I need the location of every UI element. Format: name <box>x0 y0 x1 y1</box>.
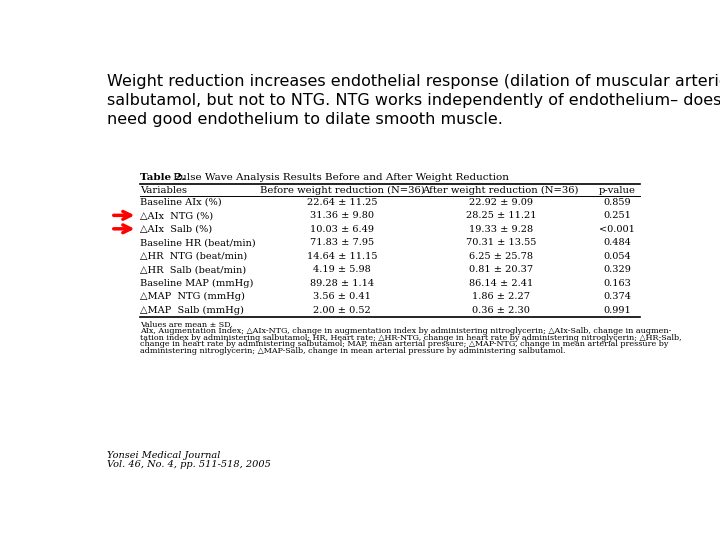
Text: △HR  NTG (beat/min): △HR NTG (beat/min) <box>140 252 248 261</box>
Text: 0.859: 0.859 <box>603 198 631 207</box>
Text: Variables: Variables <box>140 186 187 195</box>
Text: Values are mean ± SD.: Values are mean ± SD. <box>140 321 233 329</box>
Text: 89.28 ± 1.14: 89.28 ± 1.14 <box>310 279 374 288</box>
Text: 0.484: 0.484 <box>603 239 631 247</box>
Text: After weight reduction (N=36): After weight reduction (N=36) <box>423 186 579 195</box>
Text: 0.251: 0.251 <box>603 212 631 220</box>
Text: AIx, Augmentation Index; △AIx-NTG, change in augmentation index by administering: AIx, Augmentation Index; △AIx-NTG, chang… <box>140 327 672 335</box>
Text: Vol. 46, No. 4, pp. 511-518, 2005: Vol. 46, No. 4, pp. 511-518, 2005 <box>107 460 271 469</box>
Text: 4.19 ± 5.98: 4.19 ± 5.98 <box>313 265 371 274</box>
Text: change in heart rate by administering salbutamol; MAP, mean arterial pressure; △: change in heart rate by administering sa… <box>140 340 669 348</box>
Text: 0.36 ± 2.30: 0.36 ± 2.30 <box>472 306 530 315</box>
Text: 0.991: 0.991 <box>603 306 631 315</box>
Text: △AIx  Salb (%): △AIx Salb (%) <box>140 225 212 234</box>
Text: administering nitroglycerin; △MAP-Salb, change in mean arterial pressure by admi: administering nitroglycerin; △MAP-Salb, … <box>140 347 566 355</box>
Text: Baseline AIx (%): Baseline AIx (%) <box>140 198 222 207</box>
Text: 22.92 ± 9.09: 22.92 ± 9.09 <box>469 198 533 207</box>
Text: 0.81 ± 20.37: 0.81 ± 20.37 <box>469 265 533 274</box>
Text: △AIx  NTG (%): △AIx NTG (%) <box>140 212 214 220</box>
Text: 2.00 ± 0.52: 2.00 ± 0.52 <box>313 306 371 315</box>
Text: △MAP  Salb (mmHg): △MAP Salb (mmHg) <box>140 306 244 315</box>
Text: 6.25 ± 25.78: 6.25 ± 25.78 <box>469 252 533 261</box>
Text: 70.31 ± 13.55: 70.31 ± 13.55 <box>466 239 536 247</box>
Text: <0.001: <0.001 <box>599 225 635 234</box>
Text: Baseline MAP (mmHg): Baseline MAP (mmHg) <box>140 279 253 288</box>
Text: p-value: p-value <box>598 186 636 195</box>
Text: 3.56 ± 0.41: 3.56 ± 0.41 <box>313 292 371 301</box>
Text: △MAP  NTG (mmHg): △MAP NTG (mmHg) <box>140 292 246 301</box>
Text: Pulse Wave Analysis Results Before and After Weight Reduction: Pulse Wave Analysis Results Before and A… <box>170 173 509 182</box>
Text: 19.33 ± 9.28: 19.33 ± 9.28 <box>469 225 533 234</box>
Text: 22.64 ± 11.25: 22.64 ± 11.25 <box>307 198 377 207</box>
Text: 0.329: 0.329 <box>603 265 631 274</box>
Text: Table 2.: Table 2. <box>140 173 186 182</box>
Text: 10.03 ± 6.49: 10.03 ± 6.49 <box>310 225 374 234</box>
Text: 0.054: 0.054 <box>603 252 631 261</box>
Text: 71.83 ± 7.95: 71.83 ± 7.95 <box>310 239 374 247</box>
Text: 86.14 ± 2.41: 86.14 ± 2.41 <box>469 279 533 288</box>
Text: 14.64 ± 11.15: 14.64 ± 11.15 <box>307 252 377 261</box>
Text: 0.374: 0.374 <box>603 292 631 301</box>
Text: △HR  Salb (beat/min): △HR Salb (beat/min) <box>140 265 246 274</box>
Text: tation index by administering salbutamol; HR, Heart rate; △HR-NTG, change in hea: tation index by administering salbutamol… <box>140 334 682 342</box>
Text: 1.86 ± 2.27: 1.86 ± 2.27 <box>472 292 530 301</box>
Text: Before weight reduction (N=36): Before weight reduction (N=36) <box>259 186 424 195</box>
Text: Baseline HR (beat/min): Baseline HR (beat/min) <box>140 239 256 247</box>
Text: 31.36 ± 9.80: 31.36 ± 9.80 <box>310 212 374 220</box>
Text: Weight reduction increases endothelial response (dilation of muscular arteries) : Weight reduction increases endothelial r… <box>107 74 720 127</box>
Text: 0.163: 0.163 <box>603 279 631 288</box>
Text: 28.25 ± 11.21: 28.25 ± 11.21 <box>466 212 536 220</box>
Text: Yonsei Medical Journal: Yonsei Medical Journal <box>107 451 220 460</box>
